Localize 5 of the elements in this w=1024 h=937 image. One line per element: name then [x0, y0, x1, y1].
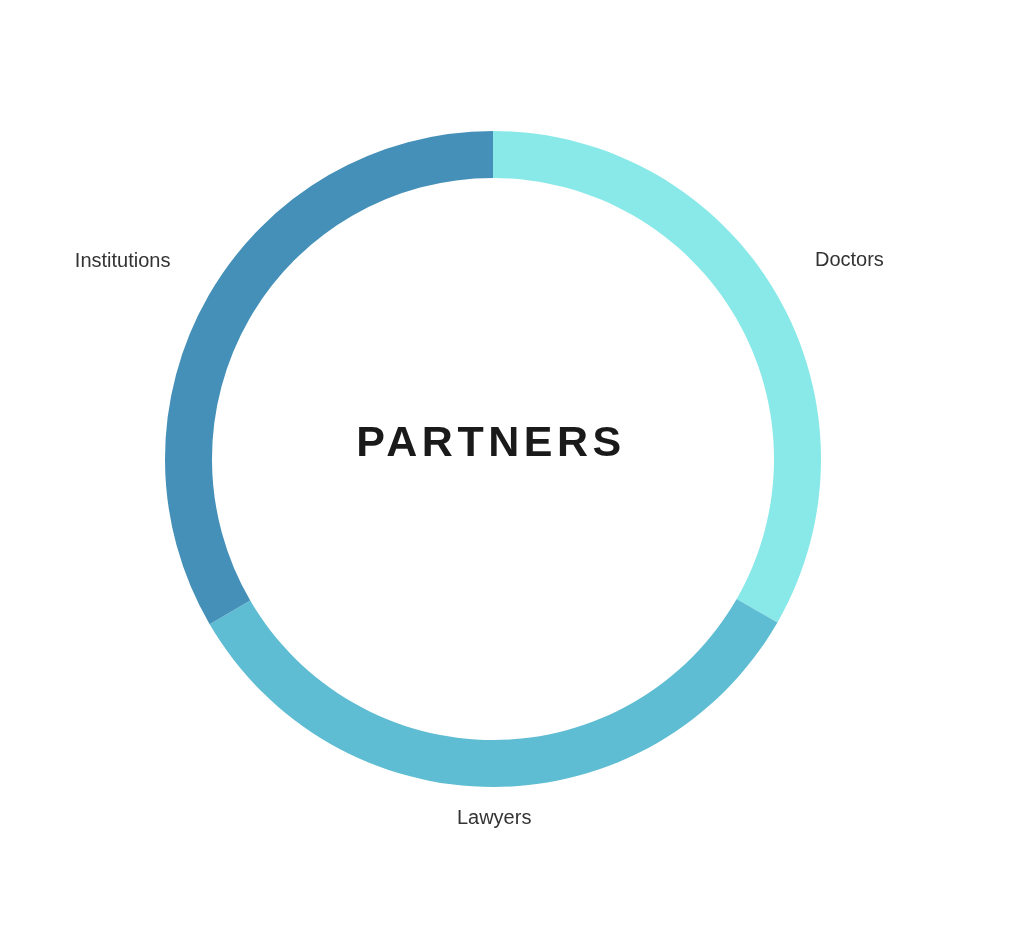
slice-label: Lawyers [456, 806, 532, 828]
donut-slice [209, 598, 778, 787]
slice-label: Institutions [74, 248, 171, 271]
slice-label: Doctors [814, 247, 884, 270]
text: PARTNERS [355, 417, 627, 465]
